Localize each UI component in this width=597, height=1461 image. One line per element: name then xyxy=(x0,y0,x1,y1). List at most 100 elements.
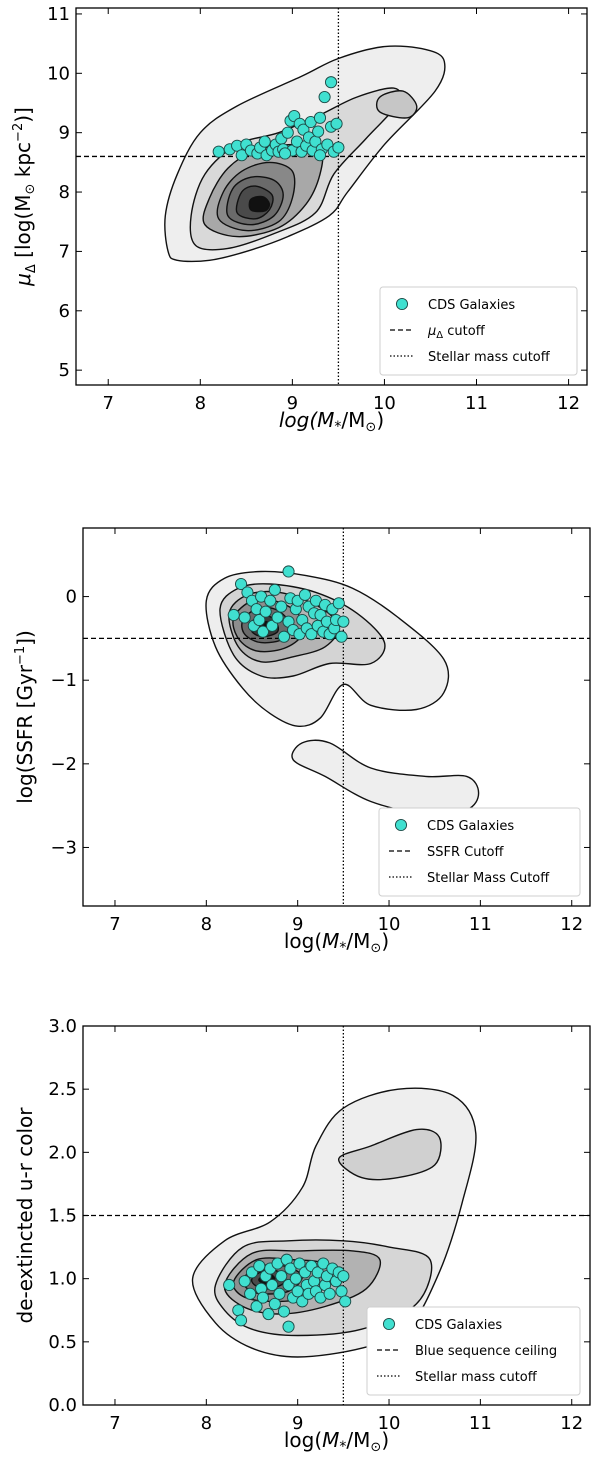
x-tick-label: 7 xyxy=(109,1413,120,1434)
y-tick-label: 9 xyxy=(59,123,70,144)
data-point xyxy=(281,126,294,139)
legend-box xyxy=(378,807,581,897)
x-tick-label: 10 xyxy=(378,1413,401,1434)
data-point xyxy=(278,147,292,160)
y-tick-label: 5 xyxy=(59,360,70,381)
data-point xyxy=(227,608,240,622)
legend-label: Stellar mass cutoff xyxy=(415,1370,538,1385)
data-point xyxy=(313,111,327,124)
legend-label: CDS Galaxies xyxy=(427,819,514,834)
data-point xyxy=(258,135,271,148)
density-contour-level-7 xyxy=(248,195,271,213)
legend-box xyxy=(379,286,578,376)
data-point xyxy=(330,117,343,130)
data-point xyxy=(212,145,225,158)
data-point xyxy=(337,615,350,628)
y-tick-label: 8 xyxy=(59,182,70,203)
legend-label: CDS Galaxies xyxy=(428,298,515,313)
y-axis-label: de-extincted u-r color xyxy=(13,1107,37,1324)
data-point xyxy=(250,1300,263,1313)
data-point xyxy=(234,577,248,591)
chart-panel-3: 7 8 9 10 11 12 0.0 0.5 1.0 1.5 2.0 2.5 3.0 log(M*/M⊙)… xyxy=(13,1016,591,1455)
data-point xyxy=(238,1275,251,1288)
plot-area xyxy=(76,8,587,385)
data-point xyxy=(277,630,291,643)
density-contour-level-2 xyxy=(375,90,418,119)
legend-label: CDS Galaxies xyxy=(415,1318,502,1333)
data-point xyxy=(323,1287,336,1300)
x-axis-label: log(M*/M⊙) xyxy=(279,408,384,435)
data-point xyxy=(332,141,345,154)
data-point xyxy=(317,1257,330,1270)
legend-label: Blue sequence ceiling xyxy=(415,1344,557,1359)
data-point xyxy=(256,625,270,638)
data-point xyxy=(282,565,295,578)
y-tick-label: 10 xyxy=(47,63,70,84)
legend-label: μΔ cutoff xyxy=(427,324,486,341)
axes-frame xyxy=(82,527,591,907)
density-contour-level-1 xyxy=(291,739,480,816)
data-point xyxy=(282,1320,295,1333)
data-point xyxy=(275,1270,288,1283)
x-tick-label: 11 xyxy=(469,914,492,935)
y-tick-label: 6 xyxy=(59,301,70,322)
data-point xyxy=(262,1307,275,1321)
data-point xyxy=(305,628,318,641)
y-tick-label: 11 xyxy=(47,4,70,25)
x-tick-label: 7 xyxy=(109,914,120,935)
axes-frame xyxy=(75,7,588,386)
data-point xyxy=(313,149,327,162)
legend: CDS Galaxies μΔ cutoff Stellar mass cutoff xyxy=(379,286,578,376)
legend: CDS Galaxies Blue sequence ceiling Stellar… xyxy=(366,1306,581,1396)
legend-marker xyxy=(394,818,408,832)
data-point xyxy=(232,1304,245,1317)
data-point xyxy=(277,1305,291,1318)
y-tick-label: −2 xyxy=(50,754,77,775)
legend-marker xyxy=(382,1317,396,1331)
data-point xyxy=(293,1257,306,1270)
data-point xyxy=(335,1285,348,1298)
data-point xyxy=(244,1287,257,1300)
plot-area xyxy=(83,1026,590,1405)
x-tick-label: 7 xyxy=(102,393,113,414)
data-point xyxy=(298,588,312,601)
data-point xyxy=(271,611,284,624)
x-axis-label: log(M*/M⊙) xyxy=(284,1428,389,1455)
data-point xyxy=(238,611,251,624)
legend-label: Stellar mass cutoff xyxy=(428,350,551,365)
data-point xyxy=(273,1287,286,1300)
data-point xyxy=(266,619,279,632)
data-point xyxy=(264,594,277,607)
plot-area xyxy=(83,528,590,906)
x-tick-label: 10 xyxy=(373,393,396,414)
y-tick-label: 0.5 xyxy=(48,1332,77,1353)
chart-panel-1: 7 8 9 10 11 12 5 6 7 8 9 10 11 log(M*/M⊙) μΔ [log(M⊙ k… xyxy=(11,4,588,435)
legend-label: SSFR Cutoff xyxy=(427,845,505,860)
x-tick-label: 11 xyxy=(469,1413,492,1434)
data-point xyxy=(332,597,345,610)
y-tick-label: 2.5 xyxy=(48,1079,77,1100)
data-point xyxy=(284,1262,297,1275)
data-point xyxy=(256,1291,270,1304)
y-tick-label: 1.0 xyxy=(48,1269,77,1290)
chart-panel-2: 7 8 9 10 11 12 −3 −2 −1 0 log(M*/M⊙) log(SSFR [Gyr−… xyxy=(13,527,591,956)
data-point xyxy=(324,76,338,89)
y-axis-label: log(SSFR [Gyr−1]) xyxy=(13,630,37,804)
y-tick-label: 2.0 xyxy=(48,1142,77,1163)
data-point xyxy=(266,1278,279,1292)
y-axis-label: μΔ [log(M⊙ kpc−2)] xyxy=(11,107,39,287)
data-point xyxy=(268,583,281,596)
density-contour-level-2 xyxy=(338,1128,442,1181)
x-tick-label: 11 xyxy=(465,393,488,414)
x-tick-label: 8 xyxy=(195,393,206,414)
data-point xyxy=(312,125,325,138)
legend-label: Stellar Mass Cutoff xyxy=(427,871,550,886)
y-tick-label: −3 xyxy=(50,837,77,858)
data-point xyxy=(318,91,331,104)
data-point xyxy=(268,1297,281,1310)
x-tick-label: 9 xyxy=(292,914,303,935)
legend: CDS Galaxies SSFR Cutoff Stellar Mass Cuto… xyxy=(378,807,581,897)
legend-box xyxy=(366,1306,581,1396)
data-point xyxy=(275,600,288,613)
